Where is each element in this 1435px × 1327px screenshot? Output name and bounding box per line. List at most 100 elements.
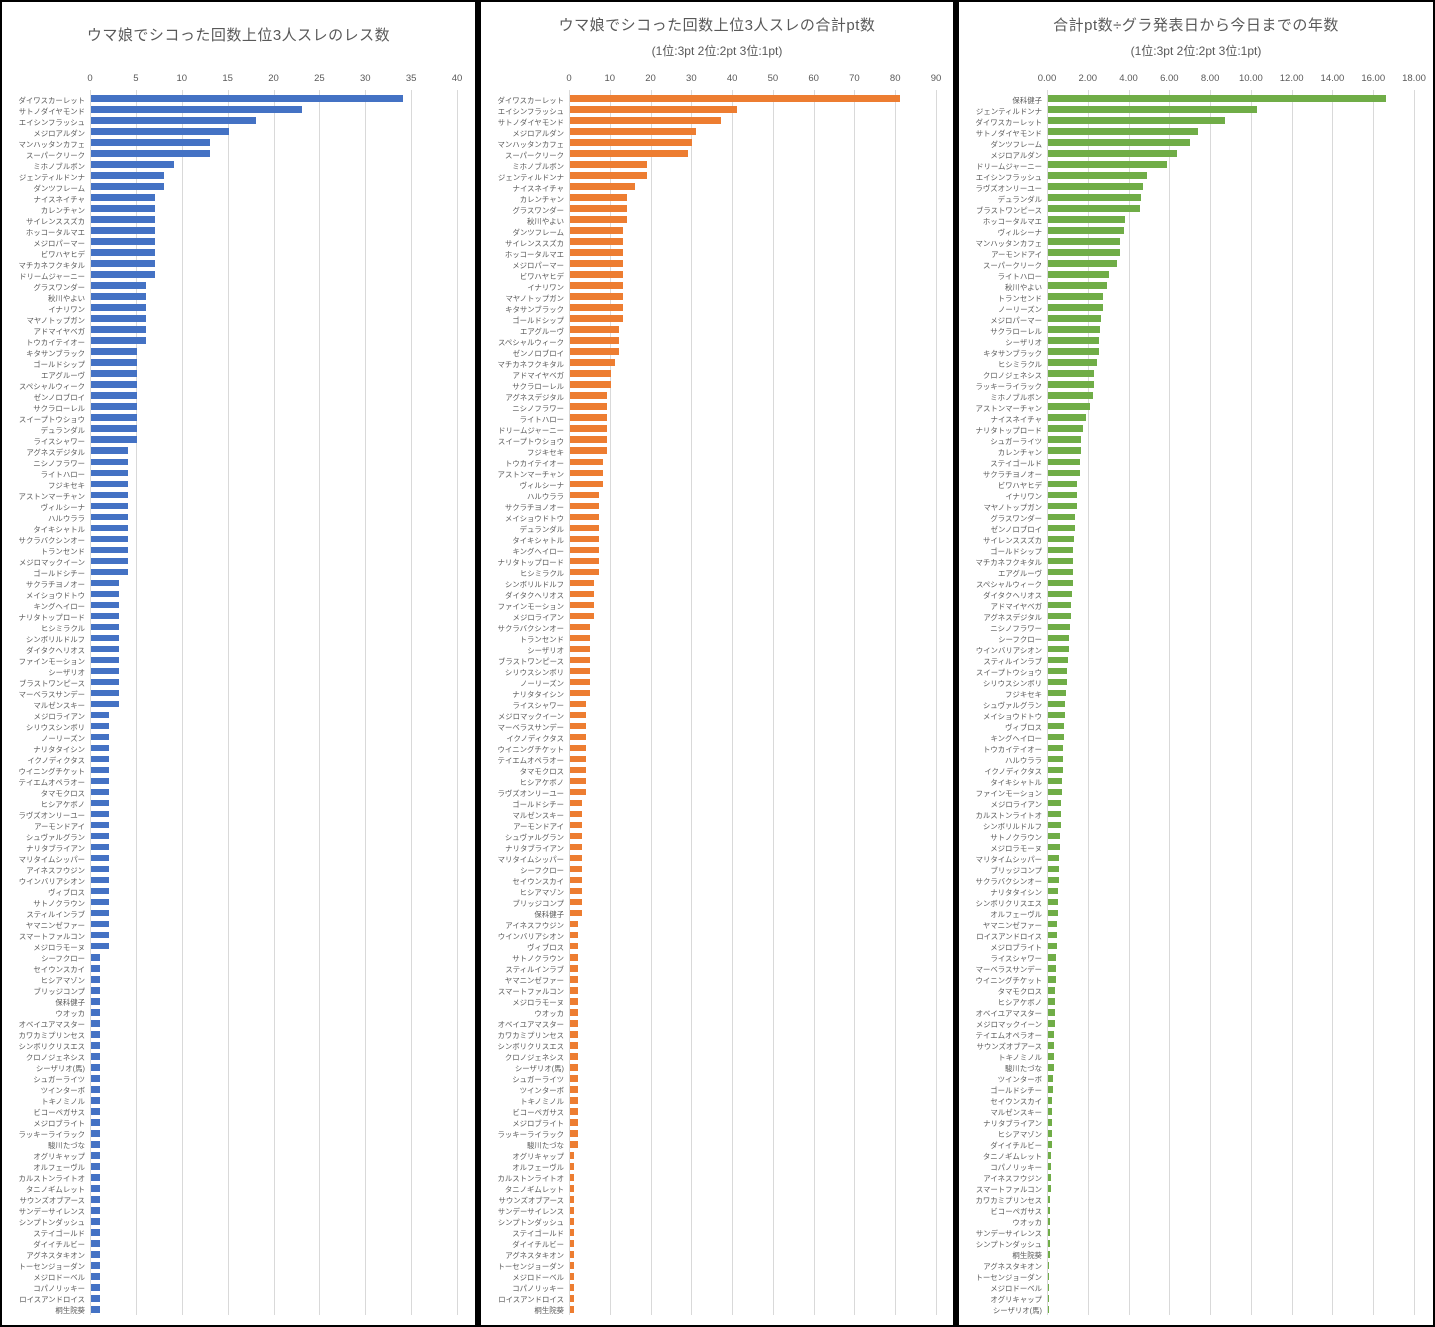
axis-tick-label: 0 (87, 73, 93, 84)
category-label: ヒシアケボノ (40, 800, 85, 810)
category-label: タニノギムレット (504, 1185, 564, 1195)
gridline (1087, 90, 1089, 1315)
bar (91, 260, 156, 267)
bar (570, 1196, 575, 1203)
bar (570, 865, 583, 873)
bar (91, 1019, 101, 1027)
bar (570, 1097, 579, 1104)
category-label: アグネスタキオン (505, 1251, 564, 1261)
axis-tick-label: 0 (566, 73, 572, 84)
gridline (1210, 90, 1212, 1315)
category-label: スーパークリーク (982, 260, 1042, 270)
bar (1048, 1119, 1053, 1126)
category-label: ゴールドシチー (990, 1086, 1042, 1096)
gridline (854, 90, 856, 1315)
gridline (732, 90, 734, 1315)
category-label: メジロライアン (990, 800, 1042, 810)
axis-tick-label: 14.00 (1320, 73, 1345, 84)
bar (91, 282, 147, 289)
bar (570, 876, 583, 884)
bar (91, 337, 147, 344)
axis-tick-label: 20 (645, 73, 656, 84)
category-label: ラッキーライラック (975, 381, 1042, 391)
bar (570, 403, 607, 411)
category-label: ミホノブルボン (990, 392, 1042, 402)
category-label: 保科健子 (1012, 95, 1042, 105)
bar (1048, 1174, 1051, 1181)
bar (570, 788, 587, 796)
bar (1048, 1295, 1050, 1302)
bar (91, 469, 128, 477)
bar (570, 1185, 575, 1192)
bar (1048, 777, 1063, 785)
category-label: セイウンスカイ (512, 877, 564, 887)
category-label: デュランダル (519, 524, 564, 534)
category-label: サクラチヨノオー (504, 502, 564, 512)
category-label: カルストンライトオ (497, 1174, 564, 1184)
bar (570, 1273, 575, 1280)
bar (91, 722, 110, 730)
category-label: メジロドーベル (33, 1273, 85, 1283)
category-label: トキノミノル (998, 1053, 1042, 1063)
category-label: アグネスタキオン (983, 1262, 1042, 1272)
category-label: サトノダイヤモンド (18, 106, 85, 116)
category-label: シーザリオ(馬) (992, 1306, 1042, 1316)
bar (1048, 1019, 1055, 1027)
bar (1048, 546, 1074, 554)
category-label: サイレンススズカ (505, 238, 564, 248)
category-label: 秋川やよい (48, 293, 85, 303)
gridline (1414, 90, 1415, 1315)
bar (570, 1240, 575, 1247)
category-label: ビコーペガサス (990, 1207, 1042, 1217)
bar (1048, 854, 1060, 862)
bar (570, 1306, 575, 1313)
category-label: 桐生院葵 (55, 1306, 85, 1316)
bar (1048, 414, 1087, 422)
bar (91, 172, 165, 179)
bar (1048, 227, 1124, 234)
category-label: ドリームジャーニー (19, 271, 85, 281)
category-label: トウカイテイオー (983, 745, 1042, 755)
bar (570, 359, 615, 366)
bar (91, 227, 156, 234)
category-label: サクラローレル (33, 403, 85, 413)
category-label: タイキシャトル (33, 524, 85, 534)
category-label: メジロアルダン (33, 128, 85, 138)
category-label: アストンマーチャン (497, 469, 564, 479)
bar (570, 1174, 575, 1181)
bar (91, 370, 137, 378)
bar (570, 249, 623, 256)
category-label: セイウンスカイ (990, 1097, 1042, 1107)
bar (91, 1086, 101, 1093)
bar (570, 469, 603, 477)
bar (91, 513, 128, 521)
category-label: イクノディクタス (27, 756, 85, 766)
category-label: ヤマニンゼファー (504, 976, 564, 986)
bar (570, 909, 583, 917)
category-label: ラヴズオンリーユー (18, 811, 85, 821)
category-label: ハルウララ (1005, 756, 1042, 766)
axis-tick-label: 25 (314, 73, 325, 84)
category-label: ジェンティルドンナ (975, 106, 1042, 116)
gridline (273, 90, 275, 1315)
bar (91, 1163, 101, 1170)
category-label: サンデーサイレンス (18, 1207, 85, 1217)
bar (91, 645, 119, 653)
bar (570, 623, 591, 631)
category-label: シュガーライツ (990, 436, 1042, 446)
category-label: ダイイチルビー (33, 1240, 85, 1250)
bar (570, 502, 599, 510)
category-label: ハルウララ (527, 491, 564, 501)
bar (91, 293, 147, 300)
bar (91, 271, 156, 278)
category-label: ノーリーズン (998, 304, 1042, 314)
bar (1048, 524, 1075, 532)
category-label: トーセンジョーダン (18, 1262, 85, 1272)
chart-title: ウマ娘でシコった回数上位3人スレの合計pt数 (558, 17, 876, 34)
category-label: メジロマックイーン (18, 557, 85, 567)
category-label: イナリワン (527, 282, 564, 292)
category-label: アグネスタキオン (26, 1251, 85, 1261)
bar (570, 260, 623, 267)
bar (1048, 1152, 1052, 1159)
bar (570, 612, 595, 620)
